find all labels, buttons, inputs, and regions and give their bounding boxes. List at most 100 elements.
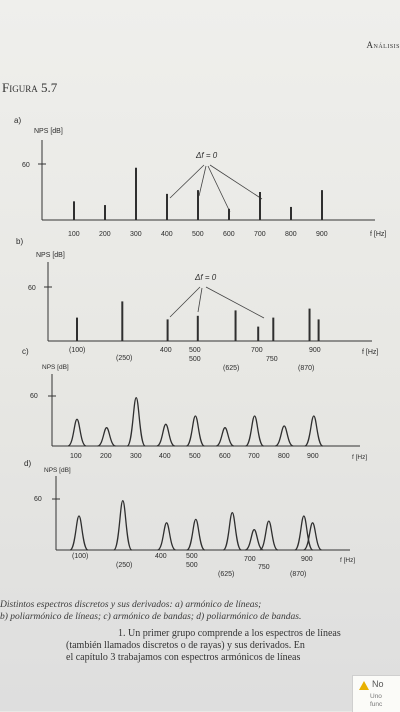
band-peak: [69, 515, 89, 551]
spectral-lines: [73, 167, 323, 220]
panel-label: b): [16, 237, 23, 246]
band-peak: [67, 418, 87, 447]
x-tick-label: 700: [248, 453, 260, 460]
x-axis-unit: f [Hz]: [340, 557, 355, 564]
x-tick-label: 400: [160, 347, 172, 354]
x-tick-labels: (100) (250) 400 500 500 (625) 700 750 90…: [72, 553, 313, 578]
notification-title: No: [372, 679, 384, 689]
x-tick-label: 900: [316, 231, 328, 238]
band-peak: [245, 415, 264, 447]
band-peak: [113, 500, 133, 551]
x-tick-label: 750: [266, 356, 278, 363]
y-axis-label: NPS [dB]: [36, 252, 65, 259]
x-tick-label: 700: [254, 231, 266, 238]
body-line: 1. Un primer grupo comprende a los espec…: [118, 628, 341, 639]
x-tick-labels: (100) (250) 400 500 500 (625) 700 750 90…: [69, 347, 321, 372]
band-peak: [244, 528, 264, 551]
x-tick-label: (870): [290, 571, 306, 578]
panel-label: d): [24, 459, 31, 468]
band-peak: [259, 520, 279, 551]
x-tick-label: 600: [219, 453, 231, 460]
band-peaks: [67, 397, 324, 447]
x-tick-label: 900: [301, 556, 313, 563]
x-axis-unit: f [Hz]: [370, 231, 386, 238]
x-tick-label: 400: [161, 231, 173, 238]
x-tick-label: 400: [159, 453, 171, 460]
body-line: (también llamados discretos o de rayas) …: [66, 640, 305, 651]
x-tick-label: 100: [68, 231, 80, 238]
band-peak: [186, 518, 206, 551]
x-axis-unit: f [Hz]: [362, 349, 378, 356]
panel-d: d) NPS [dB] 60 f [Hz] (100) (250) 400 50…: [24, 459, 355, 578]
band-peak: [126, 397, 146, 447]
y-axis-label: NPS [dB]: [44, 467, 71, 474]
x-tick-label: (625): [218, 571, 234, 578]
figure-caption: Distintos espectros discretos y sus deri…: [0, 599, 400, 623]
x-axis-unit: f [Hz]: [352, 454, 367, 461]
x-tick-label: 700: [244, 556, 256, 563]
panel-b: b) NPS [dB] 60 f [Hz] Δf = 0 (100) (250)…: [16, 237, 378, 372]
x-tick-labels: 100 200 300 400 500 600 700 800 900: [70, 453, 319, 460]
x-tick-label: 500: [186, 553, 198, 560]
x-tick-label: 700: [251, 347, 263, 354]
x-tick-label: (100): [69, 347, 85, 354]
caption-line: b) poliarmónico de líneas; c) armónico d…: [0, 612, 302, 622]
x-tick-label: 800: [278, 453, 290, 460]
x-tick-label: (625): [223, 365, 239, 372]
x-tick-label: 500: [192, 231, 204, 238]
x-tick-label: 300: [130, 231, 142, 238]
x-tick-label: 800: [285, 231, 297, 238]
x-tick-labels: 100 200 300 400 500 600 700 800 900: [68, 231, 328, 238]
band-peak: [294, 515, 314, 551]
panel-c: c) NPS [dB] 60 f [Hz] 100 200 300 400 50…: [22, 347, 367, 461]
x-tick-label: (250): [116, 562, 132, 569]
caption-line: Distintos espectros discretos y sus deri…: [0, 600, 262, 610]
y-tick-label: 60: [30, 393, 38, 400]
delta-f-label: Δf = 0: [195, 151, 218, 160]
y-tick-label: 60: [34, 496, 42, 503]
band-peak: [274, 425, 294, 447]
x-tick-label: 500: [189, 347, 201, 354]
band-peak: [157, 522, 176, 551]
y-axis-label: NPS [dB]: [42, 364, 69, 371]
y-axis-label: NPS [dB]: [34, 128, 63, 135]
body-paragraph: 1. Un primer grupo comprende a los espec…: [0, 628, 400, 664]
x-tick-label: 100: [70, 453, 82, 460]
band-peak: [186, 415, 205, 447]
figure-5-7: a) NPS [dB] 60 f [Hz] Δf = 0 100 200 300…: [14, 116, 386, 578]
panel-label: a): [14, 116, 21, 125]
x-tick-label: 900: [307, 453, 319, 460]
panel-a: a) NPS [dB] 60 f [Hz] Δf = 0 100 200 300…: [14, 116, 386, 238]
band-peaks: [69, 500, 322, 551]
y-tick-label: 60: [28, 285, 36, 292]
x-tick-label: 500: [189, 356, 201, 363]
band-peak: [303, 522, 322, 551]
figure-title: Figura 5.7: [2, 80, 58, 95]
band-peak: [97, 427, 116, 447]
body-line: el capítulo 3 trabajamos con espectros a…: [66, 652, 301, 663]
warning-icon: [359, 681, 369, 690]
delta-f-label: Δf = 0: [194, 273, 217, 282]
notification-text: Uno func: [370, 693, 383, 708]
x-tick-label: 600: [223, 231, 235, 238]
band-peak: [156, 423, 176, 447]
band-peak: [215, 427, 235, 447]
x-tick-label: 900: [309, 347, 321, 354]
x-tick-label: 500: [186, 562, 198, 569]
x-tick-label: 200: [100, 453, 112, 460]
running-head: Análisis: [366, 40, 400, 50]
x-tick-label: 300: [130, 453, 142, 460]
x-tick-label: (250): [116, 355, 132, 362]
y-tick-label: 60: [22, 162, 30, 169]
panel-label: c): [22, 347, 29, 356]
x-tick-label: 750: [258, 564, 270, 571]
band-peak: [222, 511, 242, 551]
band-peak: [304, 415, 324, 447]
x-tick-label: 200: [99, 231, 111, 238]
x-tick-label: (870): [298, 365, 314, 372]
notification-toast[interactable]: No Uno func: [352, 675, 400, 712]
x-tick-label: 500: [189, 453, 201, 460]
x-tick-label: (100): [72, 553, 88, 560]
x-tick-label: 400: [155, 553, 167, 560]
